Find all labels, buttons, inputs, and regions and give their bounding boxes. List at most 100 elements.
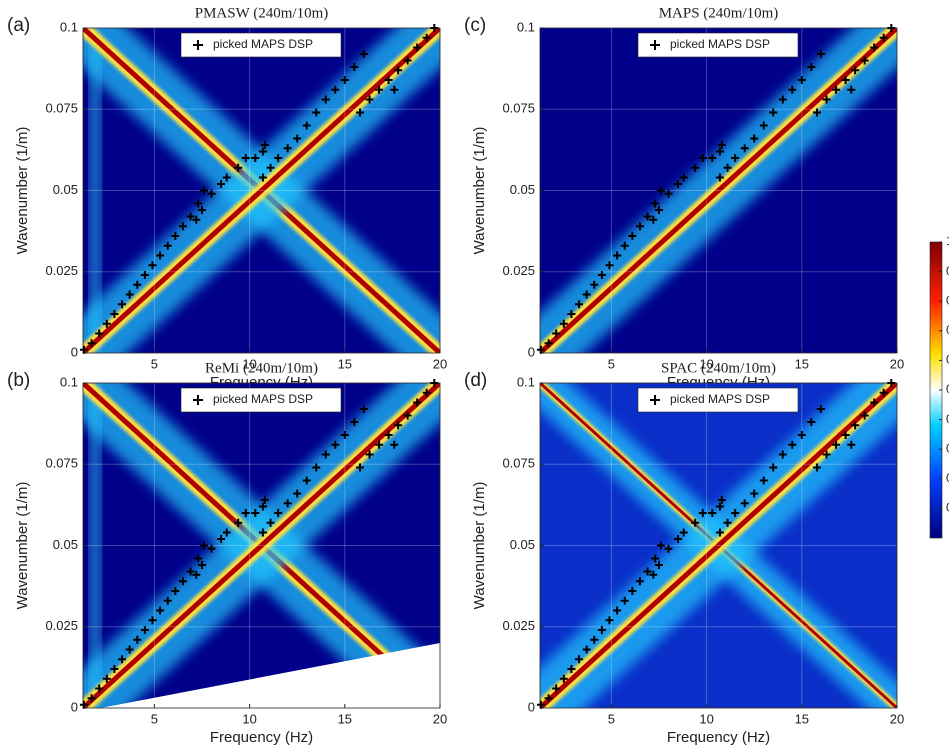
pick-marker bbox=[140, 271, 149, 279]
pick-marker bbox=[178, 577, 187, 586]
pick-marker bbox=[192, 215, 201, 224]
pick-marker bbox=[198, 561, 206, 569]
pick-marker bbox=[340, 431, 349, 439]
panel-label: (c) bbox=[464, 15, 486, 36]
pick-marker bbox=[597, 271, 606, 279]
legend-box bbox=[180, 32, 342, 58]
y-tick-label: 0.075 bbox=[45, 101, 78, 116]
pick-marker bbox=[251, 154, 260, 162]
legend-label: picked MAPS DSP bbox=[213, 37, 313, 51]
pick-marker bbox=[133, 280, 142, 289]
y-tick-label: 0 bbox=[71, 699, 78, 714]
pick-marker bbox=[356, 108, 365, 117]
pick-marker bbox=[207, 189, 216, 198]
pick-marker bbox=[698, 509, 707, 517]
pick-marker bbox=[655, 561, 663, 569]
pick-marker bbox=[679, 173, 688, 182]
pick-marker bbox=[95, 684, 104, 693]
legend-box bbox=[180, 387, 342, 413]
pick-marker bbox=[331, 85, 340, 94]
pick-marker bbox=[274, 509, 283, 517]
pick-marker bbox=[656, 541, 665, 550]
pick-marker bbox=[178, 222, 187, 231]
pick-marker bbox=[841, 76, 850, 84]
pick-marker bbox=[350, 63, 359, 71]
pick-marker bbox=[860, 56, 869, 65]
pick-marker bbox=[283, 144, 292, 153]
pick-marker bbox=[148, 261, 157, 270]
pick-marker bbox=[194, 554, 203, 563]
pick-marker bbox=[788, 440, 797, 449]
pick-marker bbox=[375, 85, 384, 94]
pick-marker bbox=[731, 509, 740, 517]
pick-marker bbox=[822, 450, 831, 459]
pick-marker bbox=[156, 251, 165, 260]
pick-marker bbox=[813, 463, 822, 472]
pick-marker bbox=[664, 544, 673, 553]
pick-marker bbox=[832, 440, 841, 449]
pick-marker bbox=[559, 319, 568, 328]
pick-marker bbox=[199, 541, 208, 550]
pick-marker bbox=[413, 398, 422, 407]
pick-marker bbox=[851, 421, 860, 430]
pick-marker bbox=[110, 665, 119, 673]
pick-marker bbox=[813, 108, 822, 117]
panel-label: (a) bbox=[7, 15, 30, 36]
pick-marker bbox=[740, 144, 749, 153]
colorbar-tick-label: 0.5 bbox=[946, 382, 949, 396]
y-tick-label: 0.1 bbox=[517, 19, 535, 34]
pick-marker bbox=[359, 405, 368, 413]
pick-marker bbox=[575, 655, 584, 664]
pick-marker bbox=[422, 388, 431, 397]
pick-marker bbox=[258, 173, 267, 182]
pick-marker bbox=[260, 141, 269, 149]
heatmap-core bbox=[83, 383, 440, 708]
pick-marker bbox=[194, 199, 203, 208]
colorbar-tick-label: 0.2 bbox=[946, 471, 949, 485]
pick-marker bbox=[544, 694, 553, 703]
y-axis-label: Wavenumber (1/m) bbox=[14, 127, 31, 255]
pick-marker bbox=[125, 290, 134, 299]
pick-marker bbox=[613, 251, 622, 260]
pick-marker bbox=[302, 476, 311, 485]
legend-marker bbox=[193, 395, 203, 405]
pick-marker bbox=[851, 66, 860, 75]
pick-marker bbox=[552, 684, 561, 693]
panel-label: (b) bbox=[7, 370, 30, 391]
pick-marker bbox=[186, 212, 195, 221]
pick-marker bbox=[359, 50, 368, 58]
pick-marker bbox=[708, 509, 717, 517]
plot-frame bbox=[82, 27, 441, 354]
pick-marker bbox=[605, 616, 614, 625]
pick-marker bbox=[649, 570, 658, 579]
pick-marker bbox=[879, 33, 888, 42]
pick-marker bbox=[582, 645, 591, 654]
pick-marker bbox=[731, 154, 740, 162]
pick-marker bbox=[643, 212, 652, 221]
colorbar-tick-label: 0.3 bbox=[946, 441, 949, 455]
pick-marker bbox=[87, 339, 96, 348]
x-tick-label: 10 bbox=[699, 356, 713, 371]
pick-marker bbox=[266, 518, 275, 527]
pick-marker bbox=[312, 463, 321, 472]
y-tick-label: 0.1 bbox=[60, 374, 78, 389]
pick-marker bbox=[312, 108, 321, 117]
colorbar-tick-label: 0.8 bbox=[946, 293, 949, 307]
pick-marker bbox=[258, 528, 267, 537]
pick-marker bbox=[258, 147, 267, 156]
y-tick-label: 0.025 bbox=[502, 263, 535, 278]
pick-marker bbox=[605, 261, 614, 270]
chart-title: MAPS (240m/10m) bbox=[659, 5, 779, 21]
pick-marker bbox=[628, 232, 637, 240]
pick-marker bbox=[251, 509, 260, 517]
x-tick-label: 10 bbox=[699, 711, 713, 726]
pick-marker bbox=[110, 310, 119, 318]
colorbar-tick-label: 0.1 bbox=[946, 501, 949, 515]
pick-marker bbox=[283, 499, 292, 508]
pick-marker bbox=[887, 24, 896, 32]
pick-marker bbox=[651, 199, 660, 208]
pick-marker bbox=[171, 587, 180, 595]
pick-marker bbox=[321, 450, 330, 459]
